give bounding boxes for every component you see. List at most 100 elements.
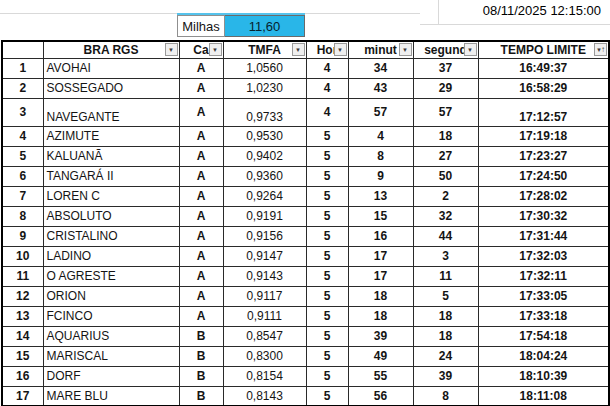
cell-minutes[interactable]: 17 <box>348 246 413 266</box>
cell-seconds[interactable]: 18 <box>413 126 478 146</box>
cell-tmfa[interactable]: 0,8143 <box>223 386 306 406</box>
milhas-label-cell[interactable]: Milhas <box>177 15 225 37</box>
cell-name[interactable]: LADINO <box>43 246 179 266</box>
cell-limit[interactable]: 17:12:57 <box>478 98 609 126</box>
cell-hours[interactable]: 4 <box>306 58 348 78</box>
cell-tmfa[interactable]: 0,9402 <box>223 146 306 166</box>
cell-limit[interactable]: 17:54:18 <box>478 326 609 346</box>
cell-minutes[interactable]: 16 <box>348 226 413 246</box>
cell-minutes[interactable]: 55 <box>348 366 413 386</box>
cell-seconds[interactable]: 11 <box>413 266 478 286</box>
cell-tmfa[interactable]: 0,8300 <box>223 346 306 366</box>
cell-seconds[interactable]: 37 <box>413 58 478 78</box>
cell-name[interactable]: NAVEGANTE <box>43 98 179 126</box>
cell-seconds[interactable]: 8 <box>413 386 478 406</box>
cell-num[interactable]: 9 <box>2 226 43 246</box>
cell-num[interactable]: 5 <box>2 146 43 166</box>
filter-sorted-icon[interactable]: ▼↑ <box>594 43 607 56</box>
cell-tmfa[interactable]: 0,9111 <box>223 306 306 326</box>
cell-seconds[interactable]: 44 <box>413 226 478 246</box>
column-header-num[interactable] <box>2 41 43 58</box>
cell-cat[interactable]: A <box>179 78 223 98</box>
cell-num[interactable]: 13 <box>2 306 43 326</box>
filter-dropdown-icon[interactable]: ▼ <box>292 43 305 56</box>
cell-name[interactable]: AVOHAI <box>43 58 179 78</box>
cell-cat[interactable]: A <box>179 186 223 206</box>
cell-seconds[interactable]: 29 <box>413 78 478 98</box>
cell-tmfa[interactable]: 1,0560 <box>223 58 306 78</box>
cell-name[interactable]: AZIMUTE <box>43 126 179 146</box>
cell-name[interactable]: FCINCO <box>43 306 179 326</box>
cell-hours[interactable]: 5 <box>306 366 348 386</box>
cell-limit[interactable]: 18:10:39 <box>478 366 609 386</box>
cell-tmfa[interactable]: 0,9156 <box>223 226 306 246</box>
cell-minutes[interactable]: 9 <box>348 166 413 186</box>
cell-limit[interactable]: 17:31:44 <box>478 226 609 246</box>
cell-num[interactable]: 14 <box>2 326 43 346</box>
cell-name[interactable]: ABSOLUTO <box>43 206 179 226</box>
cell-tmfa[interactable]: 0,9143 <box>223 266 306 286</box>
cell-tmfa[interactable]: 1,0230 <box>223 78 306 98</box>
cell-num[interactable]: 16 <box>2 366 43 386</box>
cell-name[interactable]: LOREN C <box>43 186 179 206</box>
filter-dropdown-icon[interactable]: ▼ <box>165 43 178 56</box>
cell-limit[interactable]: 17:33:05 <box>478 286 609 306</box>
cell-minutes[interactable]: 56 <box>348 386 413 406</box>
cell-cat[interactable]: A <box>179 246 223 266</box>
cell-hours[interactable]: 5 <box>306 166 348 186</box>
cell-cat[interactable]: B <box>179 386 223 406</box>
cell-minutes[interactable]: 4 <box>348 126 413 146</box>
cell-name[interactable]: AQUARIUS <box>43 326 179 346</box>
cell-tmfa[interactable]: 0,9733 <box>223 98 306 126</box>
cell-tmfa[interactable]: 0,9264 <box>223 186 306 206</box>
cell-seconds[interactable]: 3 <box>413 246 478 266</box>
column-header-minutes[interactable]: minut▼ <box>348 41 413 58</box>
cell-limit[interactable]: 17:33:18 <box>478 306 609 326</box>
cell-num[interactable]: 1 <box>2 58 43 78</box>
cell-minutes[interactable]: 18 <box>348 286 413 306</box>
filter-dropdown-icon[interactable]: ▼ <box>334 43 347 56</box>
cell-seconds[interactable]: 39 <box>413 366 478 386</box>
cell-hours[interactable]: 5 <box>306 146 348 166</box>
cell-name[interactable]: CRISTALINO <box>43 226 179 246</box>
cell-limit[interactable]: 18:04:24 <box>478 346 609 366</box>
cell-name[interactable]: ORION <box>43 286 179 306</box>
cell-cat[interactable]: A <box>179 286 223 306</box>
cell-name[interactable]: O AGRESTE <box>43 266 179 286</box>
cell-hours[interactable]: 5 <box>306 266 348 286</box>
cell-minutes[interactable]: 15 <box>348 206 413 226</box>
cell-cat[interactable]: B <box>179 346 223 366</box>
cell-name[interactable]: SOSSEGADO <box>43 78 179 98</box>
cell-seconds[interactable]: 18 <box>413 326 478 346</box>
column-header-hours[interactable]: Hor▼ <box>306 41 348 58</box>
cell-minutes[interactable]: 43 <box>348 78 413 98</box>
cell-limit[interactable]: 17:24:50 <box>478 166 609 186</box>
cell-limit[interactable]: 16:49:37 <box>478 58 609 78</box>
milhas-value-cell[interactable]: 11,60 <box>225 15 305 37</box>
cell-cat[interactable]: A <box>179 58 223 78</box>
cell-seconds[interactable]: 24 <box>413 346 478 366</box>
cell-cat[interactable]: B <box>179 366 223 386</box>
cell-cat[interactable]: A <box>179 126 223 146</box>
cell-cat[interactable]: A <box>179 206 223 226</box>
cell-name[interactable]: DORF <box>43 366 179 386</box>
cell-tmfa[interactable]: 0,8547 <box>223 326 306 346</box>
cell-seconds[interactable]: 50 <box>413 166 478 186</box>
cell-minutes[interactable]: 34 <box>348 58 413 78</box>
cell-cat[interactable]: A <box>179 166 223 186</box>
cell-hours[interactable]: 5 <box>306 206 348 226</box>
cell-seconds[interactable]: 5 <box>413 286 478 306</box>
cell-hours[interactable]: 5 <box>306 246 348 266</box>
cell-limit[interactable]: 17:30:32 <box>478 206 609 226</box>
cell-tmfa[interactable]: 0,9530 <box>223 126 306 146</box>
cell-num[interactable]: 3 <box>2 98 43 126</box>
filter-dropdown-icon[interactable]: ▼ <box>464 43 477 56</box>
cell-name[interactable]: KALUANÃ <box>43 146 179 166</box>
cell-limit[interactable]: 16:58:29 <box>478 78 609 98</box>
cell-limit[interactable]: 17:19:18 <box>478 126 609 146</box>
column-header-cat[interactable]: Ca▼ <box>179 41 223 58</box>
cell-num[interactable]: 12 <box>2 286 43 306</box>
cell-limit[interactable]: 17:23:27 <box>478 146 609 166</box>
cell-cat[interactable]: A <box>179 306 223 326</box>
cell-minutes[interactable]: 13 <box>348 186 413 206</box>
